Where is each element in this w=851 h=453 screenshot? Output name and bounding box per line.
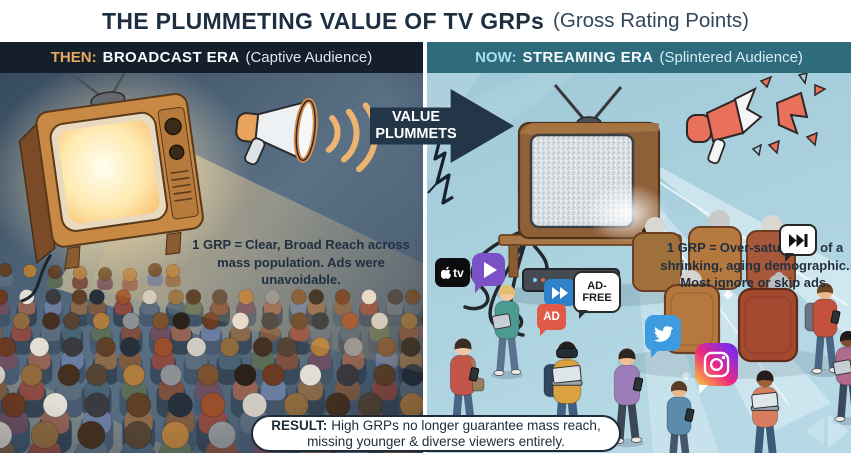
broken-megaphone-icon [686,73,827,165]
play-icon [472,253,505,293]
header-now-title: STREAMING ERA [522,49,654,66]
then-scene [0,73,423,453]
ad-free-bubble: AD-FREE [573,271,621,319]
title-main: THE PLUMMETING VALUE OF TV GRPs [101,7,545,34]
header-then: THEN: BROADCAST ERA (Captive Audience) [0,42,423,73]
result-text-wrap: RESULT: High GRPs no longer guarantee mas… [263,418,609,450]
page-title: THE PLUMMETING VALUE OF TV GRPs (Gross R… [0,0,851,42]
twitter-icon [645,315,681,358]
header-now-subtitle: (Splintered Audience) [659,49,803,66]
callout-now: 1 GRP = Over-saturation of a shrinking, a… [656,239,851,292]
crt-tv-icon [0,73,253,303]
panel-then-illustration: 1 GRP = Clear, Broad Reach across mass po… [0,73,423,453]
callout-then: 1 GRP = Clear, Broad Reach across mass po… [186,236,416,289]
value-plummets-label: VALUE PLUMMETS [375,109,457,142]
apple-tv-icon: tv [435,258,470,287]
panel-now-illustration: 1 GRP = Over-saturation of a shrinking, a… [427,73,851,453]
fast-forward-glyph [551,286,568,299]
skip-forward-icon [779,224,817,262]
ad-badge: AD [537,304,566,336]
callout-then-lead: 1 GRP = [192,237,243,252]
result-banner: RESULT: High GRPs no longer guarantee mas… [251,415,621,452]
header-then-subtitle: (Captive Audience) [245,49,373,66]
header-now-prefix: NOW: [475,49,517,66]
title-sub: (Gross Rating Points) [553,9,749,32]
ad-label: AD [543,311,560,323]
result-text: High GRPs no longer guarantee mass reach… [307,417,601,449]
apple-tv-label: tv [453,265,464,280]
play-triangle [484,261,497,278]
header-now: NOW: STREAMING ERA (Splintered Audience) [427,42,851,73]
instagram-camera-glyph [703,351,730,378]
watermark-play-icon [804,412,850,450]
header-then-prefix: THEN: [50,49,97,66]
twitter-bird-glyph [653,325,673,342]
callout-now-lead: 1 GRP = [666,240,717,255]
callout-then-text: Clear, Broad Reach across mass populatio… [217,237,410,287]
skip-forward-glyph [788,233,807,247]
instagram-icon [695,343,738,394]
ad-free-label: AD-FREE [582,279,612,305]
crack-icon [427,134,454,205]
fast-forward-icon [544,279,576,312]
result-prefix: RESULT: [271,417,328,433]
apple-logo-icon [441,266,452,279]
header-then-title: BROADCAST ERA [102,49,240,66]
